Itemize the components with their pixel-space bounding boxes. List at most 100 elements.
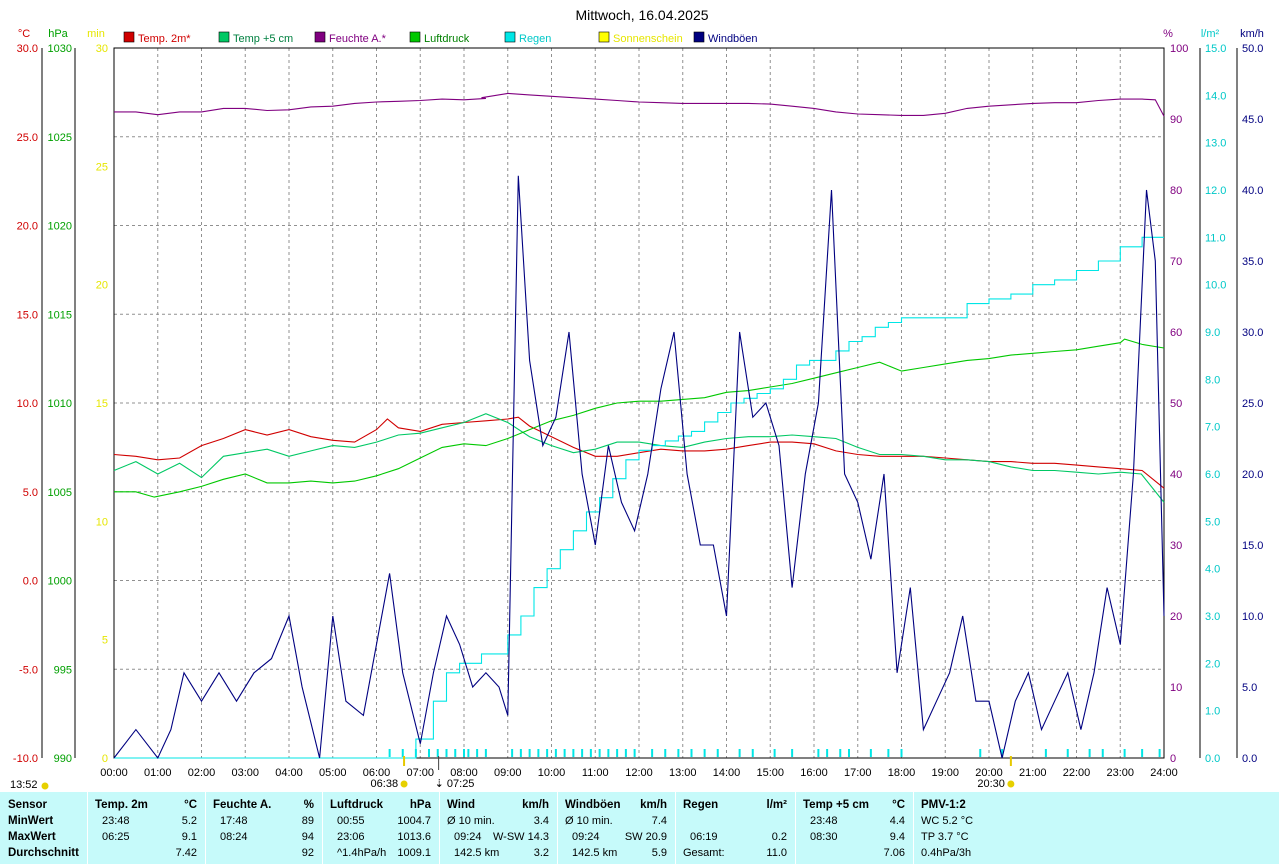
stat-cell-label: 23:48 (102, 815, 130, 827)
series-line-feuchte-a- (114, 92, 1165, 117)
rain-tick-label: 11.0 (1205, 232, 1226, 244)
legend-swatch (693, 31, 705, 43)
wind-tick-label: 20.0 (1242, 469, 1263, 481)
rain-tick-mark (624, 749, 627, 757)
rain-tick-mark (546, 749, 549, 757)
x-tick-label: 20:00 (975, 767, 1003, 779)
rain-tick-mark (563, 749, 566, 757)
stat-cell-value: 0.2 (771, 831, 787, 843)
rain-tick-mark (554, 749, 557, 757)
temp-tick-label: 0.0 (23, 576, 38, 588)
x-tick-label: 13:00 (669, 767, 697, 779)
rain-tick-mark (887, 749, 890, 757)
rain-tick-mark (738, 749, 741, 757)
temp-tick-label: 5.0 (23, 487, 38, 499)
pressure-tick-label: 995 (54, 664, 72, 676)
stat-cell-label: 08:24 (220, 831, 248, 843)
stat-cell-label: 142.5 km (454, 847, 500, 859)
pressure-tick-label: 1010 (48, 398, 72, 410)
rain-tick-mark (1088, 749, 1091, 757)
stat-cell-value: 7.4 (651, 815, 667, 827)
rain-tick-mark (511, 749, 514, 757)
stat-cell-value: 89 (301, 815, 314, 827)
rain-tick-mark (537, 749, 540, 757)
x-tick-label: 05:00 (319, 767, 347, 779)
sun-tick-label: 25 (96, 161, 108, 173)
rain-tick-mark (900, 749, 903, 757)
wind-unit-label: km/h (1240, 28, 1264, 40)
sunset-time-label: 20:30 (977, 778, 1005, 790)
rain-tick-mark (589, 749, 592, 757)
stat-cell-value: 3.2 (533, 847, 549, 859)
rain-tick-mark (445, 749, 448, 757)
pressure-unit-label: hPa (48, 28, 68, 40)
legend-entry: Feuchte A.* (329, 33, 387, 45)
chart-markers: 06:38 20:30 13:52 ⇣ 07:25 (10, 756, 1015, 791)
rain-tick-mark (388, 749, 391, 757)
wind-tick-label: 35.0 (1242, 256, 1263, 268)
marker-time-label: ⇣ 07:25 (435, 778, 475, 790)
rain-tick-mark (651, 749, 654, 757)
stat-column-title: Temp. 2m (95, 799, 148, 811)
rain-tick-mark (716, 749, 719, 757)
wind-tick-label: 30.0 (1242, 327, 1263, 339)
chart-legend: Temp. 2m* Temp +5 cm Feuchte A.* Luftdruck R… (123, 31, 758, 45)
legend-swatch (314, 31, 326, 43)
x-tick-label: 06:00 (363, 767, 391, 779)
rain-tick-mark (848, 749, 850, 757)
humidity-tick-label: 100 (1170, 43, 1188, 55)
rain-tick-label: 3.0 (1205, 611, 1220, 623)
stat-cell-label: ^1.4hPa/h (337, 847, 387, 859)
legend-entry: Luftdruck (424, 33, 470, 45)
rain-tick-mark (436, 749, 439, 757)
stat-cell-value: 1009.1 (397, 847, 431, 859)
rain-tick-mark (616, 749, 619, 757)
stat-cell-value: 94 (301, 831, 314, 843)
stat-cell-value: 5.2 (181, 815, 197, 827)
rain-tick-mark (581, 749, 584, 757)
rain-tick-mark (1123, 749, 1126, 757)
stat-cell-label: 23:48 (810, 815, 838, 827)
series-line-windb-en (113, 175, 1165, 760)
stat-cell-value: 4.4 (889, 815, 905, 827)
stat-column-regen: Regen l/m² 06:19 0.2 Gesamt: 11.0 (676, 792, 796, 864)
stat-cell-value: 7.42 (175, 847, 197, 859)
stat-column-title: Regen (683, 799, 719, 811)
x-tick-label: 02:00 (188, 767, 216, 779)
stat-cell-label: 09:24 (454, 831, 482, 843)
sun-icon (41, 782, 49, 790)
legend-entry: Temp +5 cm (233, 33, 293, 45)
rain-tick-mark (817, 749, 820, 757)
stat-cell-value: SW 20.9 (624, 831, 667, 843)
weather-chart: Mittwoch, 16.04.2025 Temp. 2m* Temp +5 cm… (10, 7, 1264, 791)
humidity-tick-label: 70 (1170, 256, 1182, 268)
sun-tick-label: 5 (102, 635, 108, 647)
legend-swatch (123, 31, 135, 43)
chart-series (113, 92, 1165, 760)
sun-tick-label: 20 (96, 280, 108, 292)
pressure-tick-label: 1025 (48, 132, 72, 144)
sun-tick-label: 0 (102, 753, 108, 765)
temp-tick-label: 10.0 (17, 398, 38, 410)
stat-cell-value: 1004.7 (397, 815, 431, 827)
temp-unit-label: °C (18, 28, 30, 40)
stat-column-unit: hPa (409, 799, 431, 811)
rain-tick-mark (467, 749, 470, 757)
sunrise-time-label: 06:38 (371, 778, 399, 790)
stat-cell-label: 17:48 (220, 815, 248, 827)
rain-tick-mark (633, 749, 636, 757)
humidity-tick-label: 90 (1170, 114, 1182, 126)
row-label-min: MinWert (8, 815, 54, 827)
x-tick-label: 24:00 (1150, 767, 1178, 779)
rain-tick-mark (791, 749, 794, 757)
series-line-regen (114, 236, 1164, 759)
x-tick-label: 01:00 (144, 767, 172, 779)
chart-title: Mittwoch, 16.04.2025 (575, 7, 708, 23)
row-label-sensor: Sensor (8, 799, 47, 811)
stat-column-unit: °C (892, 799, 905, 811)
humidity-tick-label: 30 (1170, 540, 1182, 552)
stat-column-unit: % (303, 799, 314, 811)
rain-tick-mark (401, 749, 404, 757)
x-tick-label: 18:00 (888, 767, 916, 779)
x-tick-label: 17:00 (844, 767, 872, 779)
